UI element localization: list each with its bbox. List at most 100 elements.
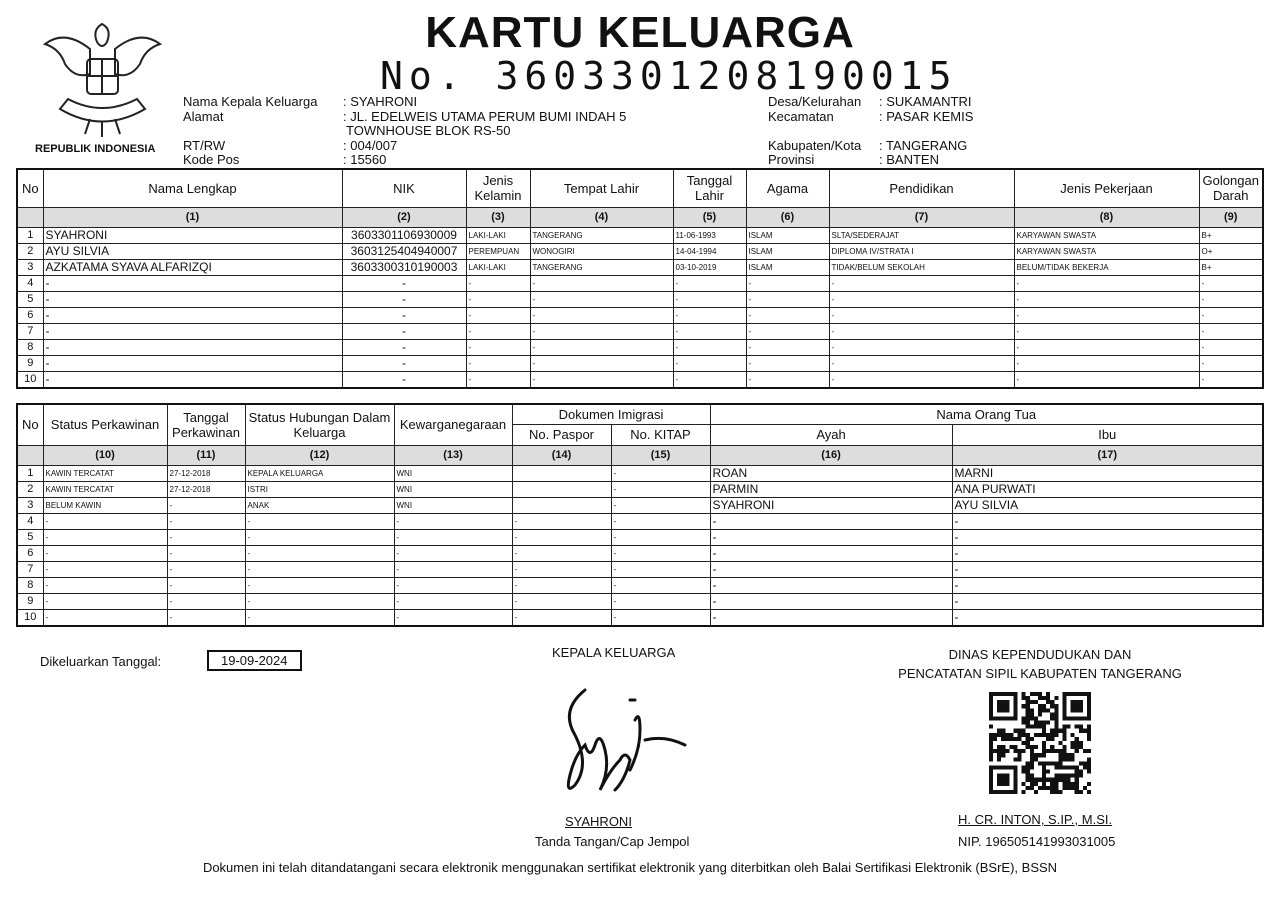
cell-occupation: - xyxy=(1013,306,1200,324)
cell-citizenship: WNI xyxy=(393,496,513,514)
cell-citizenship: WNI xyxy=(393,464,513,482)
cell-no: 7 xyxy=(16,322,44,340)
cell-nik: - xyxy=(341,290,467,308)
cell-education: - xyxy=(828,306,1015,324)
issuing-office: DINAS KEPENDUDUKAN DAN PENCATATAN SIPIL … xyxy=(870,645,1210,683)
cell-marital-status: - xyxy=(42,608,168,626)
cell-father: - xyxy=(709,560,953,578)
value-province: : BANTEN xyxy=(879,152,939,167)
col-number-full-name: (1) xyxy=(42,206,343,228)
cell-religion: - xyxy=(745,274,830,292)
table-row: 3 AZKATAMA SYAVA ALFARIZQI 360330031019000… xyxy=(16,258,1264,276)
cell-mother: - xyxy=(951,560,1264,578)
family-members-table: No Nama Lengkap NIK Jenis Kelamin Tempat Lah… xyxy=(16,168,1264,389)
cell-no: 1 xyxy=(16,226,44,244)
cell-nik: - xyxy=(341,274,467,292)
cell-occupation: - xyxy=(1013,370,1200,388)
cell-marital-status: KAWIN TERCATAT xyxy=(42,464,168,482)
cell-marital-status: - xyxy=(42,592,168,610)
cell-family-relation: KEPALA KELUARGA xyxy=(244,464,395,482)
cell-nik: - xyxy=(341,322,467,340)
cell-mother: AYU SILVIA xyxy=(951,496,1264,514)
value-rt-rw: : 004/007 xyxy=(343,137,398,153)
cell-gender: LAKI-LAKI xyxy=(465,226,531,244)
document-title: KARTU KELUARGA xyxy=(425,8,855,57)
col-no: No xyxy=(16,168,44,208)
cell-marital-status: - xyxy=(42,544,168,562)
cell-occupation: - xyxy=(1013,322,1200,340)
cell-occupation: - xyxy=(1013,274,1200,292)
cell-blood-type: B+ xyxy=(1198,258,1264,276)
col-occupation: Jenis Pekerjaan xyxy=(1013,168,1200,208)
table-row: 5-------- xyxy=(16,528,1264,546)
table-row: 6-------- xyxy=(16,544,1264,562)
col-kitap: No. KITAP xyxy=(610,423,711,446)
cell-religion: - xyxy=(745,354,830,372)
cell-birth-date: - xyxy=(672,322,747,340)
col-birth-date: Tanggal Lahir xyxy=(672,168,747,208)
label-district: Kecamatan xyxy=(768,108,834,124)
value-address-line2: TOWNHOUSE BLOK RS-50 xyxy=(346,123,511,138)
cell-citizenship: - xyxy=(393,512,513,530)
col-number-education: (7) xyxy=(828,206,1015,228)
emblem-caption: REPUBLIK INDONESIA xyxy=(35,143,156,155)
cell-passport: - xyxy=(511,512,612,530)
cell-no: 5 xyxy=(16,290,44,308)
cell-father: PARMIN xyxy=(709,480,953,498)
cell-no: 4 xyxy=(16,512,44,530)
table-row: 4-------- xyxy=(16,512,1264,530)
cell-education: - xyxy=(828,370,1015,388)
value-district: : PASAR KEMIS xyxy=(879,108,974,124)
cell-blood-type: O+ xyxy=(1198,242,1264,260)
cell-gender: - xyxy=(465,354,531,372)
cell-passport xyxy=(511,496,612,514)
office-line-1: DINAS KEPENDUDUKAN DAN xyxy=(948,647,1132,662)
cell-father: - xyxy=(709,608,953,626)
col-number-gender: (3) xyxy=(465,206,531,228)
cell-birth-place: - xyxy=(529,370,674,388)
family-status-table: No Status Perkawinan Tanggal Perkawinan … xyxy=(16,403,1265,627)
cell-religion: - xyxy=(745,338,830,356)
cell-mother: - xyxy=(951,608,1264,626)
cell-marital-status: BELUM KAWIN xyxy=(42,496,168,514)
cell-nik: 3603125404940007 xyxy=(341,242,467,260)
col-religion: Agama xyxy=(745,168,830,208)
cell-birth-date: - xyxy=(672,338,747,356)
cell-education: - xyxy=(828,322,1015,340)
cell-marriage-date: - xyxy=(166,608,246,626)
label-province: Provinsi xyxy=(768,152,815,167)
cell-nik: - xyxy=(341,354,467,372)
cell-no: 4 xyxy=(16,274,44,292)
cell-citizenship: - xyxy=(393,608,513,626)
info-right-values: : SUKAMANTRI : PASAR KEMIS : TANGERANG :… xyxy=(879,94,974,168)
cell-family-relation: ISTRI xyxy=(244,480,395,498)
cell-birth-place: WONOGIRI xyxy=(529,242,674,260)
cell-education: TIDAK/BELUM SEKOLAH xyxy=(828,258,1015,276)
signature-image xyxy=(566,688,687,792)
col-blood-type: Golongan Darah xyxy=(1198,168,1264,208)
cell-religion: ISLAM xyxy=(745,226,830,244)
cell-gender: PEREMPUAN xyxy=(465,242,531,260)
cell-marriage-date: - xyxy=(166,560,246,578)
cell-birth-date: - xyxy=(672,370,747,388)
value-head-name: : SYAHRONI xyxy=(343,94,418,109)
table-row: 9-------- xyxy=(16,592,1264,610)
office-line-2: PENCATATAN SIPIL KABUPATEN TANGERANG xyxy=(898,666,1182,681)
cell-citizenship: - xyxy=(393,560,513,578)
cell-education: SLTA/SEDERAJAT xyxy=(828,226,1015,244)
cell-kitap: - xyxy=(610,576,711,594)
cell-birth-place: - xyxy=(529,274,674,292)
cell-birth-date: 14-04-1994 xyxy=(672,242,747,260)
col-no: No xyxy=(16,403,44,446)
cell-marital-status: KAWIN TERCATAT xyxy=(42,480,168,498)
official-name: H. CR. INTON, S.IP., M.SI. xyxy=(958,812,1113,827)
cell-birth-date: 03-10-2019 xyxy=(672,258,747,276)
cell-citizenship: - xyxy=(393,528,513,546)
col-number-religion: (6) xyxy=(745,206,830,228)
cell-no: 9 xyxy=(16,354,44,372)
garuda-emblem-icon xyxy=(42,22,163,137)
cell-marriage-date: - xyxy=(166,544,246,562)
table-row: 8-------- xyxy=(16,576,1264,594)
cell-full-name: AZKATAMA SYAVA ALFARIZQI xyxy=(42,258,343,276)
